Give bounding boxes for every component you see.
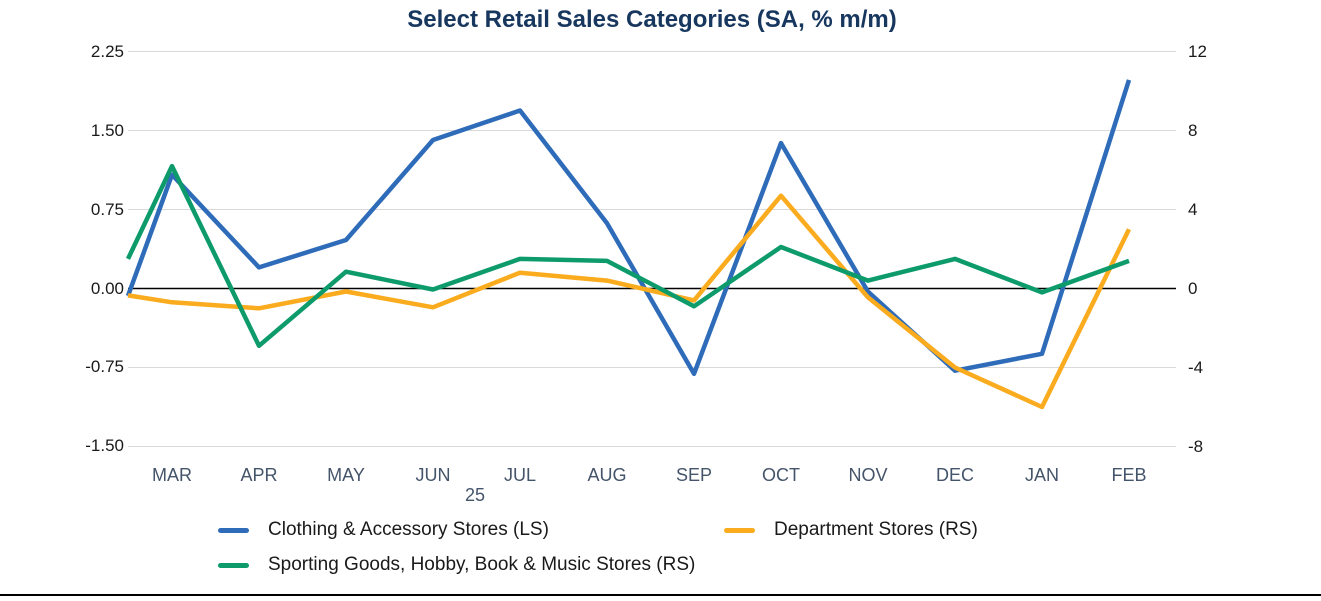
left-axis-tick: 2.25 — [90, 41, 124, 61]
month-label-apr: APR — [240, 465, 278, 485]
month-label-sep: SEP — [675, 465, 713, 485]
chart-title: Select Retail Sales Categories (SA, % m/… — [407, 6, 897, 33]
left-axis-tick: 0.75 — [90, 199, 124, 219]
month-label-nov: NOV — [848, 465, 888, 485]
month-label-aug: AUG — [587, 465, 627, 485]
legend-label-sporting: Sporting Goods, Hobby, Book & Music Stor… — [268, 554, 696, 575]
series-line-2 — [125, 163, 1130, 349]
month-label-dec: DEC — [935, 465, 974, 485]
month-label-jun: JUN — [415, 465, 451, 485]
series-line-0 — [125, 79, 1132, 377]
legend-label-department: Department Stores (RS) — [774, 519, 978, 540]
right-axis-tick: 4 — [1188, 199, 1198, 219]
month-label-feb: FEB — [1111, 465, 1147, 485]
right-axis-tick: 12 — [1188, 41, 1207, 61]
legend-swatch-sporting-icon — [218, 563, 249, 568]
left-axis-tick: -1.50 — [85, 436, 124, 456]
right-axis-tick: -8 — [1188, 436, 1204, 456]
legend-swatch-department-icon — [724, 528, 755, 533]
x-axis-year-label: 25 — [464, 485, 486, 505]
month-label-jul: JUL — [503, 465, 536, 485]
left-axis-tick: -0.75 — [85, 357, 124, 377]
left-axis-tick: 1.50 — [90, 120, 124, 140]
legend-label-clothing: Clothing & Accessory Stores (LS) — [268, 519, 549, 540]
right-axis-tick: -4 — [1188, 357, 1204, 377]
month-label-jan: JAN — [1024, 465, 1059, 485]
right-axis-tick: 0 — [1188, 278, 1198, 298]
right-axis-tick: 8 — [1188, 120, 1198, 140]
bottom-border-line — [0, 594, 1321, 596]
series-line-1 — [127, 193, 1132, 410]
month-label-oct: OCT — [762, 465, 800, 485]
legend-swatch-clothing-icon — [218, 528, 249, 533]
month-label-mar: MAR — [152, 465, 192, 485]
month-label-may: MAY — [327, 465, 365, 485]
left-axis-tick: 0.00 — [90, 278, 124, 298]
